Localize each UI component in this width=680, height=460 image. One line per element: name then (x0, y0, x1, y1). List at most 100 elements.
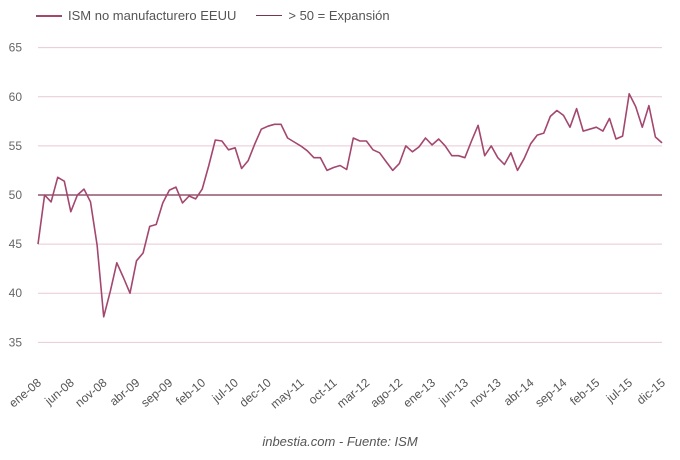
data-point[interactable] (167, 188, 171, 192)
data-point[interactable] (482, 154, 486, 158)
data-point[interactable] (430, 143, 434, 147)
data-point[interactable] (213, 138, 217, 142)
data-point[interactable] (272, 122, 276, 126)
data-point[interactable] (614, 137, 618, 141)
data-point[interactable] (88, 200, 92, 204)
data-point[interactable] (568, 125, 572, 129)
data-point[interactable] (259, 127, 263, 131)
data-point[interactable] (515, 168, 519, 172)
data-point[interactable] (49, 200, 53, 204)
data-point[interactable] (574, 106, 578, 110)
data-point[interactable] (200, 187, 204, 191)
data-point[interactable] (404, 144, 408, 148)
data-point[interactable] (522, 156, 526, 160)
data-point[interactable] (141, 251, 145, 255)
data-point[interactable] (128, 291, 132, 295)
data-point[interactable] (338, 163, 342, 167)
data-point[interactable] (75, 193, 79, 197)
data-point[interactable] (555, 108, 559, 112)
data-point[interactable] (95, 243, 99, 247)
data-point[interactable] (193, 197, 197, 201)
data-point[interactable] (292, 140, 296, 144)
data-point[interactable] (187, 194, 191, 198)
data-point[interactable] (345, 167, 349, 171)
data-point[interactable] (180, 201, 184, 205)
data-point[interactable] (233, 146, 237, 150)
data-point[interactable] (456, 154, 460, 158)
data-point[interactable] (279, 122, 283, 126)
data-point[interactable] (548, 114, 552, 118)
data-point[interactable] (410, 150, 414, 154)
legend-item-ism[interactable]: ISM no manufacturero EEUU (36, 8, 236, 23)
data-point[interactable] (226, 148, 230, 152)
data-point[interactable] (581, 129, 585, 133)
data-point[interactable] (496, 155, 500, 159)
data-point[interactable] (640, 125, 644, 129)
data-point[interactable] (417, 145, 421, 149)
data-point[interactable] (305, 149, 309, 153)
data-point[interactable] (561, 113, 565, 117)
data-point[interactable] (450, 154, 454, 158)
data-point[interactable] (108, 289, 112, 293)
data-point[interactable] (312, 155, 316, 159)
data-point[interactable] (469, 139, 473, 143)
data-point[interactable] (351, 136, 355, 140)
x-tick-label: ene-08 (6, 375, 44, 410)
data-point[interactable] (331, 165, 335, 169)
data-point[interactable] (463, 155, 467, 159)
data-point[interactable] (69, 210, 73, 214)
data-point[interactable] (115, 261, 119, 265)
data-point[interactable] (220, 139, 224, 143)
data-point[interactable] (62, 179, 66, 183)
data-point[interactable] (423, 136, 427, 140)
data-point[interactable] (246, 158, 250, 162)
data-point[interactable] (509, 151, 513, 155)
data-point[interactable] (299, 144, 303, 148)
data-point[interactable] (660, 141, 664, 145)
data-point[interactable] (377, 151, 381, 155)
data-point[interactable] (502, 162, 506, 166)
data-point[interactable] (620, 134, 624, 138)
data-point[interactable] (653, 135, 657, 139)
data-point[interactable] (239, 166, 243, 170)
data-point[interactable] (390, 168, 394, 172)
data-point[interactable] (489, 144, 493, 148)
data-point[interactable] (627, 92, 631, 96)
data-point[interactable] (647, 103, 651, 107)
x-tick-label: abr-09 (107, 375, 143, 408)
data-point[interactable] (82, 187, 86, 191)
data-point[interactable] (134, 259, 138, 263)
data-point[interactable] (101, 315, 105, 319)
data-point[interactable] (318, 155, 322, 159)
data-point[interactable] (384, 159, 388, 163)
data-point[interactable] (588, 127, 592, 131)
data-point[interactable] (147, 224, 151, 228)
data-point[interactable] (121, 275, 125, 279)
data-point[interactable] (325, 168, 329, 172)
data-point[interactable] (607, 116, 611, 120)
data-point[interactable] (397, 161, 401, 165)
data-point[interactable] (56, 175, 60, 179)
legend-item-expansion[interactable]: > 50 = Expansión (256, 8, 390, 23)
data-point[interactable] (266, 124, 270, 128)
data-point[interactable] (253, 142, 257, 146)
data-point[interactable] (601, 129, 605, 133)
data-point[interactable] (174, 185, 178, 189)
data-point[interactable] (207, 163, 211, 167)
data-point[interactable] (36, 242, 40, 246)
data-point[interactable] (528, 142, 532, 146)
data-point[interactable] (42, 193, 46, 197)
data-point[interactable] (535, 133, 539, 137)
data-point[interactable] (542, 131, 546, 135)
data-point[interactable] (443, 144, 447, 148)
data-point[interactable] (154, 222, 158, 226)
data-point[interactable] (358, 139, 362, 143)
data-point[interactable] (476, 123, 480, 127)
data-point[interactable] (371, 148, 375, 152)
data-point[interactable] (436, 137, 440, 141)
data-point[interactable] (285, 136, 289, 140)
data-point[interactable] (161, 201, 165, 205)
data-point[interactable] (364, 139, 368, 143)
data-point[interactable] (634, 104, 638, 108)
data-point[interactable] (594, 125, 598, 129)
